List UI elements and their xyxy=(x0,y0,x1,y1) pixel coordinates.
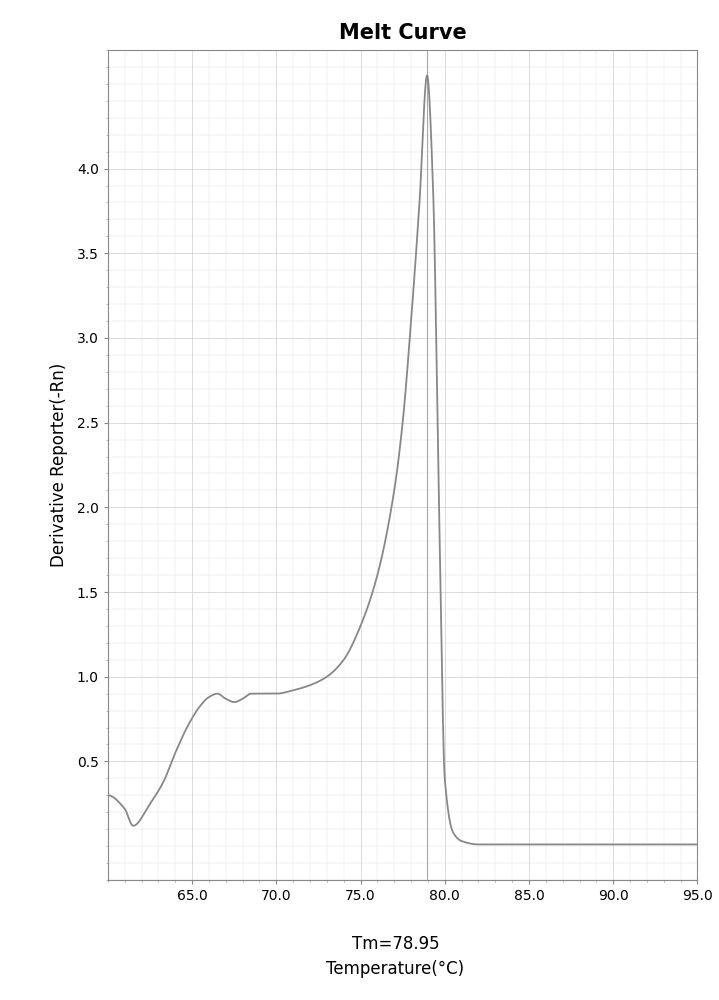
Text: Tm=78.95: Tm=78.95 xyxy=(352,935,439,953)
Y-axis label: Derivative Reporter(-Rn): Derivative Reporter(-Rn) xyxy=(50,363,68,567)
Title: Melt Curve: Melt Curve xyxy=(339,23,467,43)
Text: Temperature(°C): Temperature(°C) xyxy=(326,960,464,978)
